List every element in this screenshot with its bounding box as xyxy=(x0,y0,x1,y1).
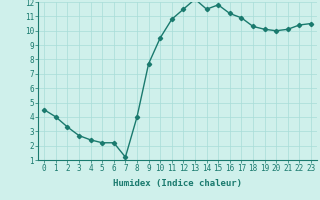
X-axis label: Humidex (Indice chaleur): Humidex (Indice chaleur) xyxy=(113,179,242,188)
